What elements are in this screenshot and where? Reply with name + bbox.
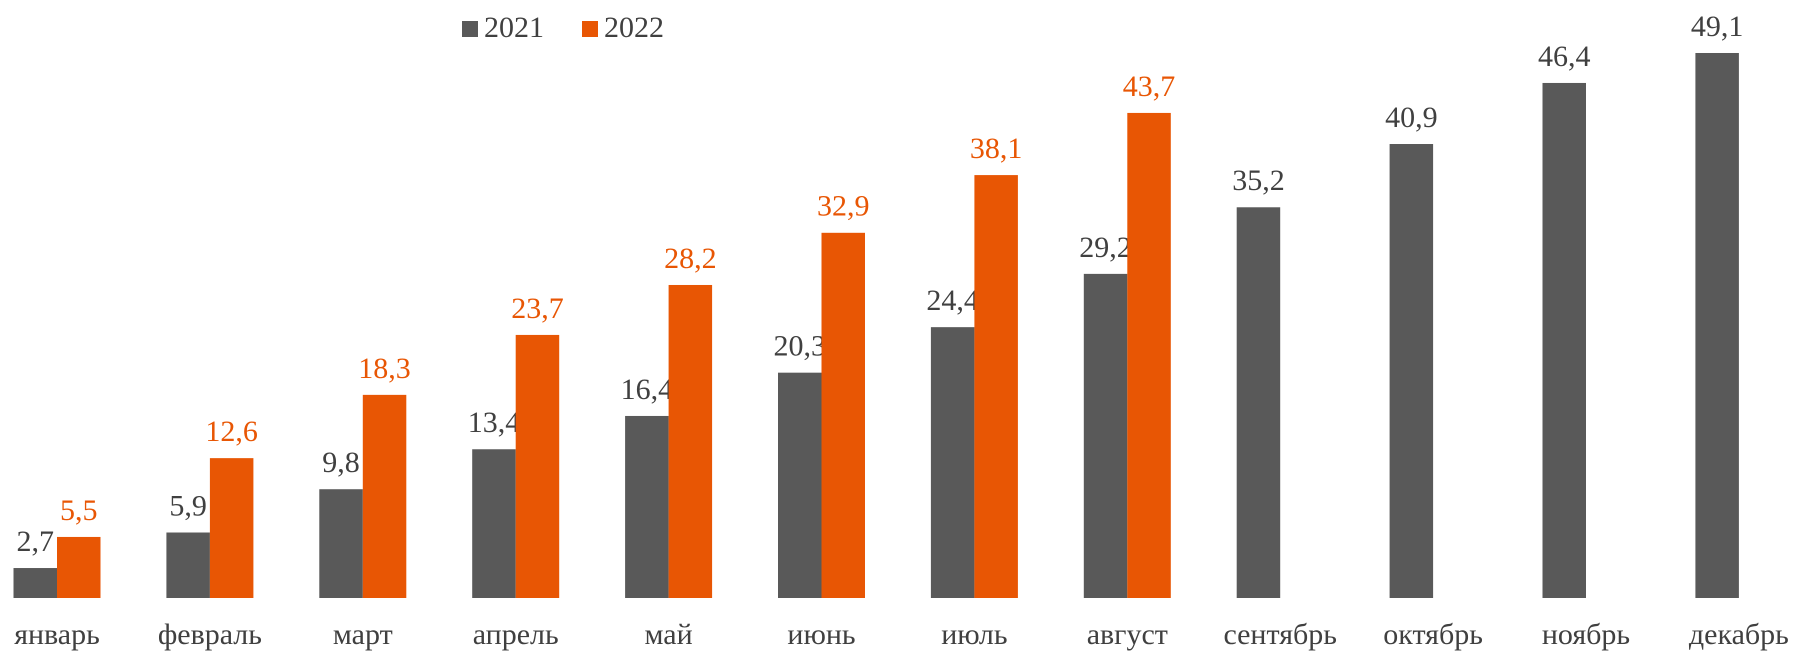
bar	[1695, 52, 1739, 599]
x-tick-label: август	[1087, 618, 1168, 651]
data-label: 18,3	[358, 352, 411, 385]
data-label: 20,3	[774, 330, 827, 363]
data-label: 40,9	[1385, 101, 1438, 134]
x-tick-label: июнь	[787, 618, 855, 651]
bar	[821, 232, 865, 598]
x-tick-label: июль	[941, 618, 1007, 651]
data-label: 28,2	[664, 242, 717, 275]
legend-swatch	[462, 21, 478, 37]
data-label: 35,2	[1232, 164, 1285, 197]
legend-swatch	[582, 21, 598, 37]
data-label: 49,1	[1691, 10, 1744, 43]
bar	[515, 334, 560, 598]
data-label: 12,6	[205, 415, 258, 448]
data-label: 29,2	[1079, 231, 1132, 264]
bar	[1083, 273, 1128, 598]
data-label: 9,8	[322, 446, 360, 479]
bar	[13, 568, 57, 598]
bar	[472, 449, 516, 598]
bar	[1127, 112, 1171, 599]
data-label: 5,5	[60, 494, 98, 527]
legend-label: 2021	[484, 11, 544, 44]
x-tick-label: декабрь	[1689, 618, 1789, 651]
bar	[668, 284, 713, 598]
x-tick-label: октябрь	[1383, 618, 1483, 651]
bar	[166, 532, 210, 598]
data-label: 16,4	[621, 373, 674, 406]
legend-label: 2022	[604, 11, 664, 44]
bar	[1542, 82, 1586, 598]
bar	[1236, 207, 1281, 598]
bar	[625, 415, 669, 598]
bar	[778, 372, 822, 598]
bar	[362, 394, 407, 598]
data-label: 32,9	[817, 190, 870, 223]
data-label: 13,4	[468, 406, 521, 439]
x-tick-label: май	[645, 618, 693, 651]
data-label: 23,7	[511, 292, 564, 325]
x-tick-label: январь	[14, 618, 100, 651]
data-label: 38,1	[970, 132, 1023, 165]
data-label: 46,4	[1538, 40, 1591, 73]
data-label: 43,7	[1123, 70, 1176, 103]
x-tick-label: апрель	[473, 618, 559, 651]
data-label: 2,7	[17, 525, 55, 558]
x-tick-label: сентябрь	[1223, 618, 1337, 651]
bar	[974, 175, 1018, 598]
data-label: 5,9	[169, 489, 207, 522]
x-tick-label: март	[333, 618, 393, 651]
bar	[57, 536, 101, 598]
x-tick-label: февраль	[158, 618, 262, 651]
bar	[1389, 144, 1434, 598]
x-tick-label: ноябрь	[1542, 618, 1630, 651]
bar	[930, 327, 975, 598]
data-label: 24,4	[926, 284, 979, 317]
bar	[209, 458, 254, 598]
bar	[319, 489, 363, 598]
